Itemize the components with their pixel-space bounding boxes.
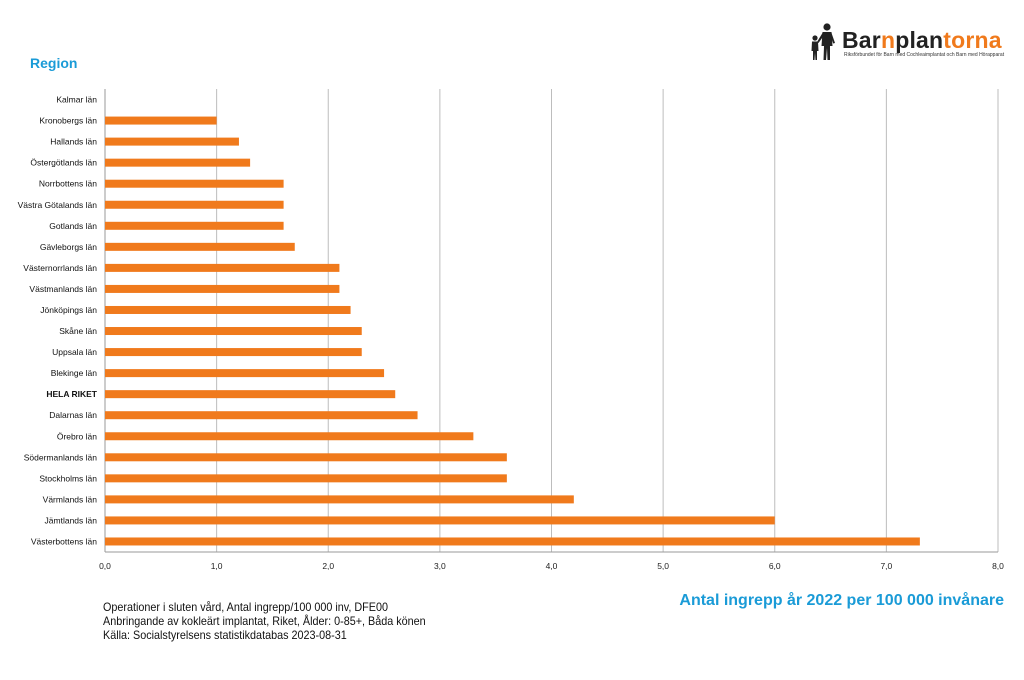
x-tick-label: 5,0	[657, 561, 669, 571]
category-label: Östergötlands län	[30, 158, 97, 168]
bar	[105, 179, 284, 188]
category-label: Örebro län	[57, 431, 97, 441]
category-label: Gotlands län	[49, 221, 97, 231]
source-line: Källa: Socialstyrelsens statistikdatabas…	[103, 628, 347, 642]
source-line: Operationer i sluten vård, Antal ingrepp…	[103, 600, 388, 614]
barnplantorna-logo: Barnplantorna Riksförbundet för Barn med…	[806, 22, 1006, 68]
x-tick-label: 0,0	[99, 561, 111, 571]
bar	[105, 284, 340, 293]
logo-wordmark-part: plan	[895, 27, 944, 53]
category-label: Skåne län	[59, 326, 97, 336]
category-label: Dalarnas län	[49, 410, 97, 420]
bar	[105, 537, 920, 546]
bar	[105, 327, 362, 336]
x-axis-title: Antal ingrepp år 2022 per 100 000 invåna…	[679, 592, 1004, 609]
category-label: Blekinge län	[51, 368, 98, 378]
bar	[105, 453, 507, 462]
x-tick-label: 1,0	[211, 561, 223, 571]
bar	[105, 348, 362, 357]
logo-wordmark-part: n	[880, 27, 896, 53]
category-label: Västerbottens län	[31, 536, 97, 546]
bar	[105, 390, 396, 399]
category-label: Västmanlands län	[29, 284, 97, 294]
source-line: Anbringande av kokleärt implantat, Riket…	[103, 614, 426, 628]
logo-tagline: Riksförbundet för Barn med Cochleaimplan…	[844, 52, 1005, 58]
logo-wordmark: Barnplantorna	[842, 28, 1002, 52]
category-label: Hallands län	[50, 137, 97, 147]
bar	[105, 158, 251, 167]
bar	[105, 221, 284, 230]
bar	[105, 200, 284, 209]
category-label: Västernorrlands län	[23, 263, 97, 273]
category-label: Stockholms län	[39, 473, 97, 483]
bar	[105, 137, 239, 146]
category-label: Jämtlands län	[45, 515, 98, 525]
bar	[105, 369, 385, 378]
bar	[105, 116, 217, 125]
category-label: Gävleborgs län	[40, 242, 97, 252]
bar	[105, 516, 775, 525]
bar	[105, 411, 418, 420]
bar	[105, 474, 507, 483]
category-label: HELA RIKET	[46, 389, 97, 399]
x-tick-label: 6,0	[769, 561, 781, 571]
category-label: Uppsala län	[52, 347, 97, 357]
category-label: Värmlands län	[43, 494, 98, 504]
category-label: Västra Götalands län	[18, 200, 98, 210]
x-tick-label: 8,0	[992, 561, 1004, 571]
x-tick-label: 7,0	[880, 561, 892, 571]
logo-wordmark-part: Bar	[842, 27, 881, 53]
source-notes: Operationer i sluten vård, Antal ingrepp…	[103, 600, 426, 642]
bar	[105, 432, 474, 441]
category-label: Kalmar län	[56, 95, 97, 105]
x-tick-label: 2,0	[322, 561, 334, 571]
bar	[105, 495, 574, 504]
logo-wordmark-part: torna	[943, 27, 1002, 53]
bar	[105, 263, 340, 272]
category-label: Södermanlands län	[24, 452, 98, 462]
bar	[105, 242, 295, 251]
category-label: Kronobergs län	[39, 116, 97, 126]
category-label: Jönköpings län	[40, 305, 97, 315]
x-tick-label: 4,0	[546, 561, 558, 571]
parent-child-icon	[811, 23, 835, 60]
y-axis-title: Region	[30, 55, 78, 71]
bar	[105, 305, 351, 314]
x-tick-label: 3,0	[434, 561, 446, 571]
category-label: Norrbottens län	[39, 179, 97, 189]
